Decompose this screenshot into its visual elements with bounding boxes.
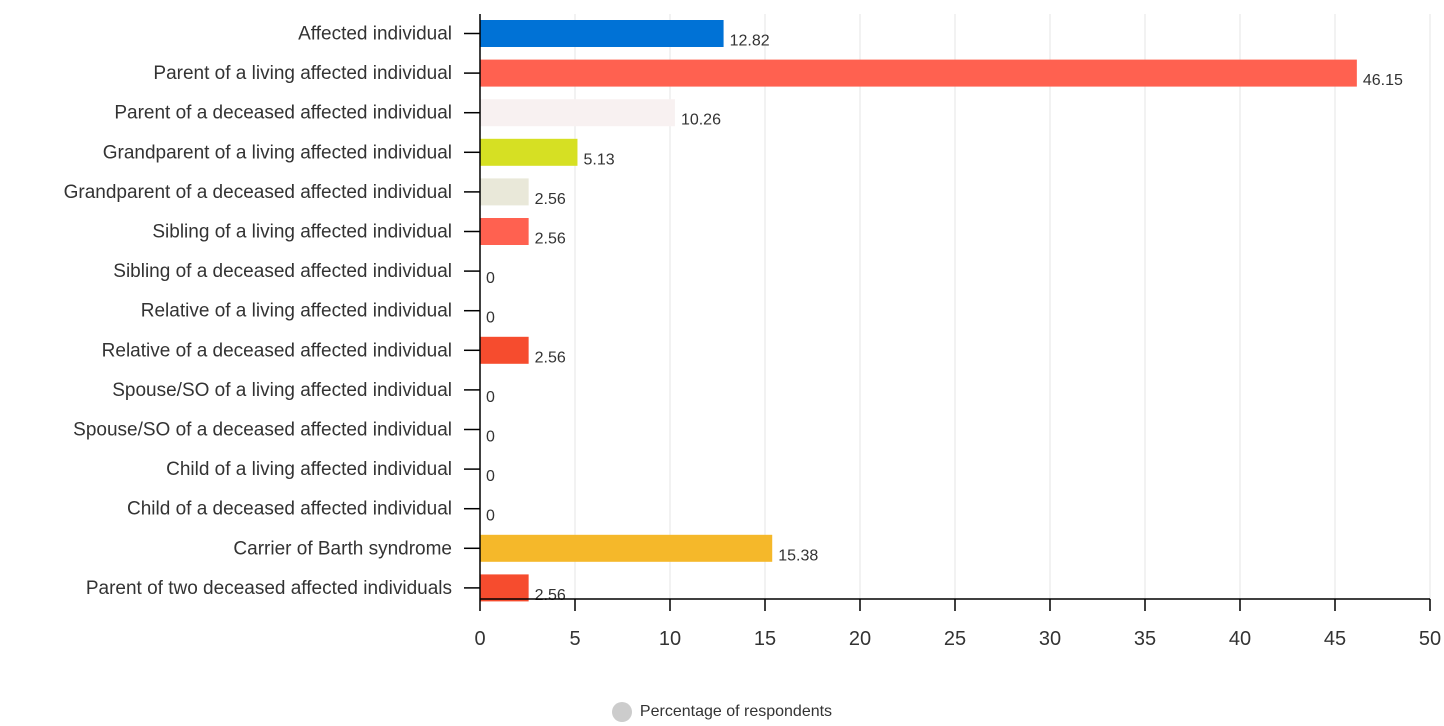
category-label: Child of a deceased affected individual — [127, 499, 452, 520]
x-tick-label: 10 — [659, 628, 681, 650]
x-tick-label: 35 — [1134, 628, 1156, 650]
bar-value-label: 10.26 — [681, 112, 721, 129]
x-tick-label: 0 — [474, 628, 485, 650]
bar-value-label: 5.13 — [583, 151, 614, 168]
x-tick-label: 40 — [1229, 628, 1251, 650]
bar-value-label: 12.82 — [730, 33, 770, 50]
bar-value-label: 0 — [486, 429, 495, 446]
bar — [480, 20, 724, 47]
category-label: Grandparent of a living affected individ… — [103, 142, 452, 163]
category-label: Child of a living affected individual — [166, 459, 452, 480]
x-tick-label: 45 — [1324, 628, 1346, 650]
category-label: Affected individual — [298, 24, 452, 45]
bar-value-label: 2.56 — [535, 231, 566, 248]
category-label: Grandparent of a deceased affected indiv… — [64, 182, 452, 203]
category-label: Parent of two deceased affected individu… — [86, 578, 452, 599]
bar-value-label: 0 — [486, 270, 495, 287]
category-label: Sibling of a deceased affected individua… — [113, 261, 452, 282]
bar — [480, 336, 529, 364]
bar-value-label: 15.38 — [778, 547, 818, 564]
bar-value-label: 2.56 — [535, 587, 566, 604]
x-tick-label: 50 — [1419, 628, 1441, 650]
bar-value-label: 2.56 — [535, 191, 566, 208]
category-label: Relative of a living affected individual — [141, 301, 452, 322]
category-label: Carrier of Barth syndrome — [233, 538, 452, 559]
x-tick-label: 5 — [569, 628, 580, 650]
bar-value-label: 0 — [486, 389, 495, 406]
legend[interactable]: Percentage of respondents — [0, 702, 1444, 722]
category-label: Parent of a deceased affected individual — [114, 103, 452, 124]
bar — [480, 178, 529, 206]
legend-swatch — [611, 702, 632, 722]
x-tick-label: 30 — [1039, 628, 1061, 650]
bar — [480, 59, 1357, 87]
bar — [480, 218, 529, 245]
bar-value-label: 2.56 — [535, 349, 566, 366]
x-tick-label: 25 — [944, 628, 966, 650]
category-label: Spouse/SO of a living affected individua… — [112, 380, 452, 401]
category-label: Parent of a living affected individual — [153, 63, 452, 84]
x-tick-label: 20 — [849, 628, 871, 650]
category-label: Sibling of a living affected individual — [152, 222, 452, 243]
category-label: Spouse/SO of a deceased affected individ… — [73, 420, 452, 441]
bar — [480, 138, 578, 166]
bar-chart: 12.82 Affected individual 46.15 Parent of a… — [64, 14, 1441, 650]
category-label: Relative of a deceased affected individu… — [102, 340, 452, 361]
bar — [480, 99, 675, 127]
bar-value-label: 0 — [486, 508, 495, 525]
bar-value-label: 0 — [486, 468, 495, 485]
bar-value-label: 0 — [486, 310, 495, 327]
bar — [480, 574, 529, 602]
legend-label: Percentage of respondents — [639, 703, 833, 720]
bar — [480, 534, 773, 562]
x-tick-label: 15 — [754, 628, 776, 650]
bar-value-label: 46.15 — [1363, 72, 1403, 89]
